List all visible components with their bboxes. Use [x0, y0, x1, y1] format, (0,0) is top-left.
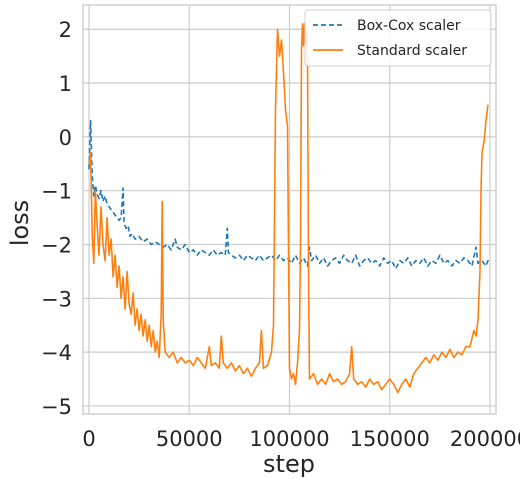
x-tick-label: 150000: [350, 427, 430, 451]
y-tick-label: −1: [41, 180, 72, 204]
y-tick-label: 0: [59, 126, 72, 150]
plot-frame: [82, 4, 497, 415]
series-line-0: [88, 119, 491, 270]
legend: Box-Cox scaler Standard scaler: [304, 9, 492, 67]
y-axis-label: loss: [6, 200, 34, 246]
series-lines: [88, 23, 491, 394]
legend-box: [304, 9, 492, 67]
tick-labels: 0 50000 100000 150000 200000 −5 −4 −3 −2 −1 0 1 2: [41, 18, 520, 451]
y-tick-label: −5: [41, 395, 72, 419]
y-tick-label: 2: [59, 18, 72, 42]
y-tick-label: 1: [59, 72, 72, 96]
x-tick-label: 200000: [450, 427, 520, 451]
x-tick-label: 0: [82, 427, 95, 451]
y-tick-label: −3: [41, 287, 72, 311]
legend-label-1: Standard scaler: [357, 43, 467, 59]
legend-label-0: Box-Cox scaler: [357, 18, 461, 34]
plot-border: [82, 4, 497, 415]
y-tick-label: −2: [41, 233, 72, 257]
series-line-1: [88, 23, 489, 394]
x-axis-label: step: [263, 450, 315, 478]
x-tick-label: 100000: [249, 427, 329, 451]
x-tick-label: 50000: [156, 427, 223, 451]
y-tick-label: −4: [41, 341, 72, 365]
